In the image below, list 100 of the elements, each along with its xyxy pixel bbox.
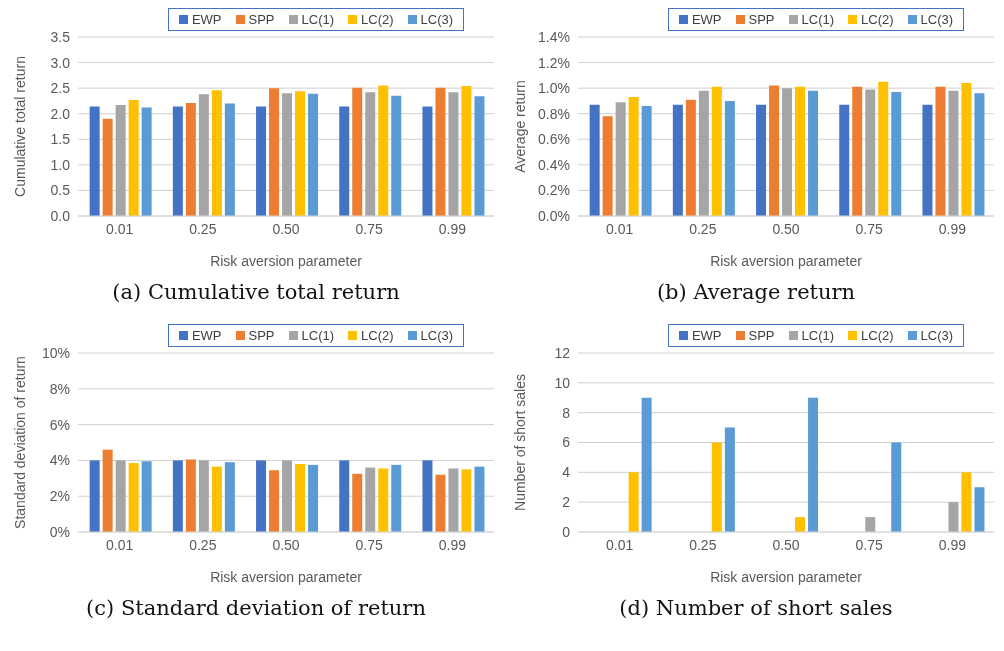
bar: [865, 517, 876, 532]
bar: [891, 442, 902, 532]
bar: [808, 397, 819, 532]
bar: [128, 463, 139, 532]
y-tick-label: 1.0%: [538, 80, 570, 97]
bar: [935, 86, 946, 216]
y-tick-label: 2.0: [50, 105, 71, 122]
bar: [391, 95, 402, 216]
bar: [282, 460, 293, 532]
bar: [852, 86, 863, 216]
bar: [185, 102, 196, 216]
bar: [128, 99, 139, 216]
x-tick-label: 0.75: [355, 536, 384, 553]
bar: [256, 460, 267, 532]
x-tick-label: 0.75: [855, 536, 884, 553]
y-tick-label: 0.0: [50, 207, 71, 224]
bar: [211, 466, 222, 532]
bar: [641, 106, 652, 216]
y-axis-title: Number of short sales: [511, 374, 528, 511]
text: (b) Average return: [655, 280, 857, 304]
x-tick-label: 0.99: [438, 536, 467, 553]
y-tick-label: 12: [554, 344, 571, 361]
legend-label: LC(3): [419, 328, 454, 343]
bar: [961, 83, 972, 216]
legend-label: LC(2): [860, 12, 894, 27]
y-tick-label: 2%: [49, 488, 70, 505]
bar: [974, 487, 985, 532]
bar: [269, 88, 280, 216]
bar: [224, 103, 235, 216]
bar: [724, 427, 735, 532]
bar: [224, 462, 235, 532]
y-tick-label: 10: [554, 374, 571, 391]
bar: [795, 517, 806, 532]
bar: [422, 460, 433, 532]
legend-label: LC(1): [800, 12, 835, 27]
x-tick-label: 0.50: [772, 220, 800, 237]
x-tick-label: 0.25: [189, 220, 217, 237]
bar: [282, 93, 293, 216]
y-tick-label: 4%: [49, 452, 70, 469]
bar: [435, 87, 446, 216]
y-tick-label: 0.5: [50, 182, 71, 199]
bar: [198, 94, 209, 216]
bar: [256, 106, 267, 216]
text: (a) Cumulative total return: [111, 280, 401, 304]
bar: [795, 86, 806, 216]
x-axis-title: Risk aversion parameter: [710, 253, 863, 269]
legend-label: LC(1): [300, 328, 335, 343]
y-tick-label: 1.4%: [538, 28, 570, 45]
x-tick-label: 0.01: [105, 536, 134, 553]
bar: [891, 91, 902, 216]
legend-label: EWP: [190, 12, 222, 27]
bar: [391, 464, 402, 532]
bar: [961, 472, 972, 532]
legend-label: SPP: [247, 328, 275, 343]
x-tick-label: 0.99: [438, 220, 467, 237]
x-tick-label: 0.99: [938, 220, 967, 237]
bar: [89, 460, 100, 532]
y-axis-title: Cumulative total return: [11, 56, 28, 197]
bar: [102, 449, 113, 532]
x-tick-label: 0.01: [105, 220, 134, 237]
y-tick-label: 8%: [49, 380, 70, 397]
x-tick-label: 0.01: [605, 220, 634, 237]
bar: [172, 460, 183, 532]
x-tick-label: 0.75: [855, 220, 884, 237]
bar: [102, 118, 113, 216]
legend-label: EWP: [190, 328, 222, 343]
bar: [352, 87, 363, 216]
legend-label: LC(1): [800, 328, 835, 343]
y-axis-title: Average return: [511, 80, 528, 173]
bar: [628, 472, 639, 532]
bar: [711, 442, 722, 532]
bar: [948, 502, 959, 532]
legend-label: EWP: [690, 328, 722, 343]
legend-label: SPP: [747, 12, 775, 27]
bar: [185, 459, 196, 532]
bar: [365, 467, 376, 532]
y-tick-label: 6%: [49, 416, 70, 433]
x-tick-label: 0.50: [772, 536, 800, 553]
bar: [974, 93, 985, 216]
bar: [339, 106, 350, 216]
bar: [308, 93, 319, 216]
y-tick-label: 3.5: [50, 28, 71, 45]
bar: [628, 97, 639, 216]
bar: [865, 89, 876, 216]
bar: [474, 466, 485, 532]
bar: [839, 104, 850, 216]
x-tick-label: 0.75: [355, 220, 384, 237]
x-tick-label: 0.50: [272, 536, 300, 553]
y-tick-label: 10%: [41, 344, 70, 361]
y-tick-label: 1.5: [50, 131, 71, 148]
x-tick-label: 0.99: [938, 536, 967, 553]
legend-label: LC(2): [860, 328, 894, 343]
bar: [769, 85, 780, 216]
bar: [308, 464, 319, 532]
x-axis-title: Risk aversion parameter: [210, 253, 363, 269]
x-tick-label: 0.25: [689, 536, 717, 553]
bar: [448, 92, 459, 216]
y-tick-label: 0: [562, 523, 571, 540]
y-tick-label: 6: [562, 434, 571, 451]
y-tick-label: 1.2%: [538, 54, 570, 71]
